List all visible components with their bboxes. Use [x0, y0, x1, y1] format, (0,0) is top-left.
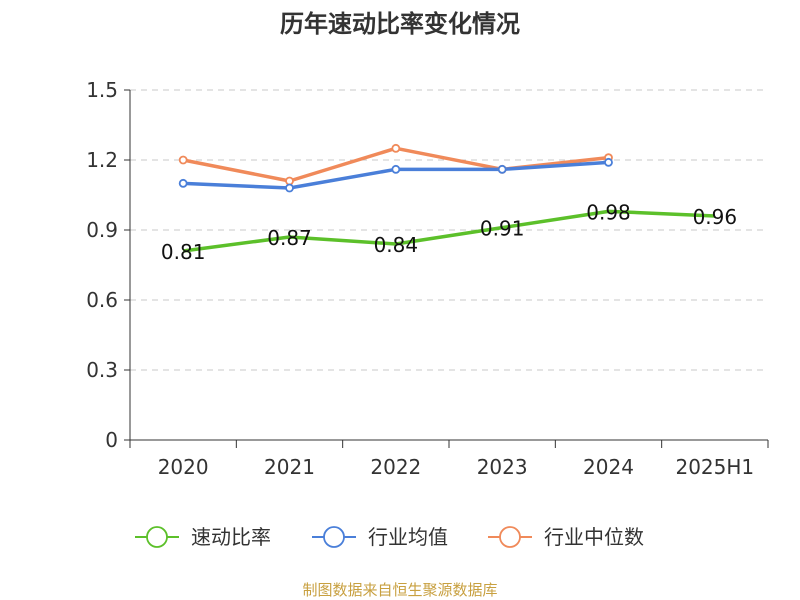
- legend-marker: [499, 526, 521, 548]
- series-points: [178, 143, 613, 193]
- chart-title: 历年速动比率变化情况: [280, 10, 520, 38]
- data-point: [285, 183, 294, 193]
- x-tick-label: 2025H1: [675, 455, 754, 479]
- x-tick-label: 2022: [370, 455, 421, 479]
- data-label: 0.98: [586, 200, 631, 224]
- y-tick-label: 0: [105, 428, 118, 452]
- data-label: 0.96: [693, 205, 738, 229]
- gridlines: [130, 89, 768, 371]
- data-point: [497, 164, 507, 174]
- legend-item[interactable]: 行业中位数: [488, 525, 644, 549]
- data-point: [178, 155, 188, 165]
- data-point: [391, 164, 401, 174]
- y-tick-label: 0.3: [86, 358, 118, 382]
- data-point: [391, 143, 401, 153]
- x-tick-label: 2024: [583, 455, 634, 479]
- legend-item[interactable]: 速动比率: [135, 525, 271, 549]
- data-label: 0.81: [161, 240, 206, 264]
- y-tick-label: 0.9: [86, 218, 118, 242]
- axes: 0 0.3 0.6 0.9 1.2 1.5 2020 2021 2022 2023 2024 2025…: [86, 78, 769, 479]
- legend-label: 行业均值: [368, 525, 448, 549]
- y-tick-label: 1.5: [86, 78, 118, 102]
- legend-marker: [323, 526, 345, 548]
- series-line-2: [182, 146, 609, 183]
- data-labels: 0.81 0.87 0.84 0.91 0.98 0.96: [161, 200, 737, 264]
- data-label: 0.87: [267, 226, 312, 250]
- series-line-0: [182, 209, 715, 253]
- x-tick-label: 2023: [477, 455, 528, 479]
- legend-marker: [146, 526, 168, 548]
- data-point: [604, 157, 613, 167]
- data-label: 0.84: [374, 233, 419, 257]
- data-point: [178, 178, 188, 188]
- legend-label: 速动比率: [191, 525, 271, 549]
- x-tick-label: 2021: [264, 455, 315, 479]
- data-label: 0.91: [480, 217, 525, 241]
- x-tick-label: 2020: [158, 455, 209, 479]
- y-tick-label: 0.6: [86, 288, 118, 312]
- y-tick-label: 1.2: [86, 148, 118, 172]
- legend: 速动比率 行业均值 行业中位数: [135, 525, 644, 549]
- source-note: 制图数据来自恒生聚源数据库: [302, 581, 497, 599]
- series-lines: [182, 146, 715, 253]
- legend-item[interactable]: 行业均值: [312, 525, 448, 549]
- legend-label: 行业中位数: [544, 525, 644, 549]
- data-point: [285, 176, 294, 186]
